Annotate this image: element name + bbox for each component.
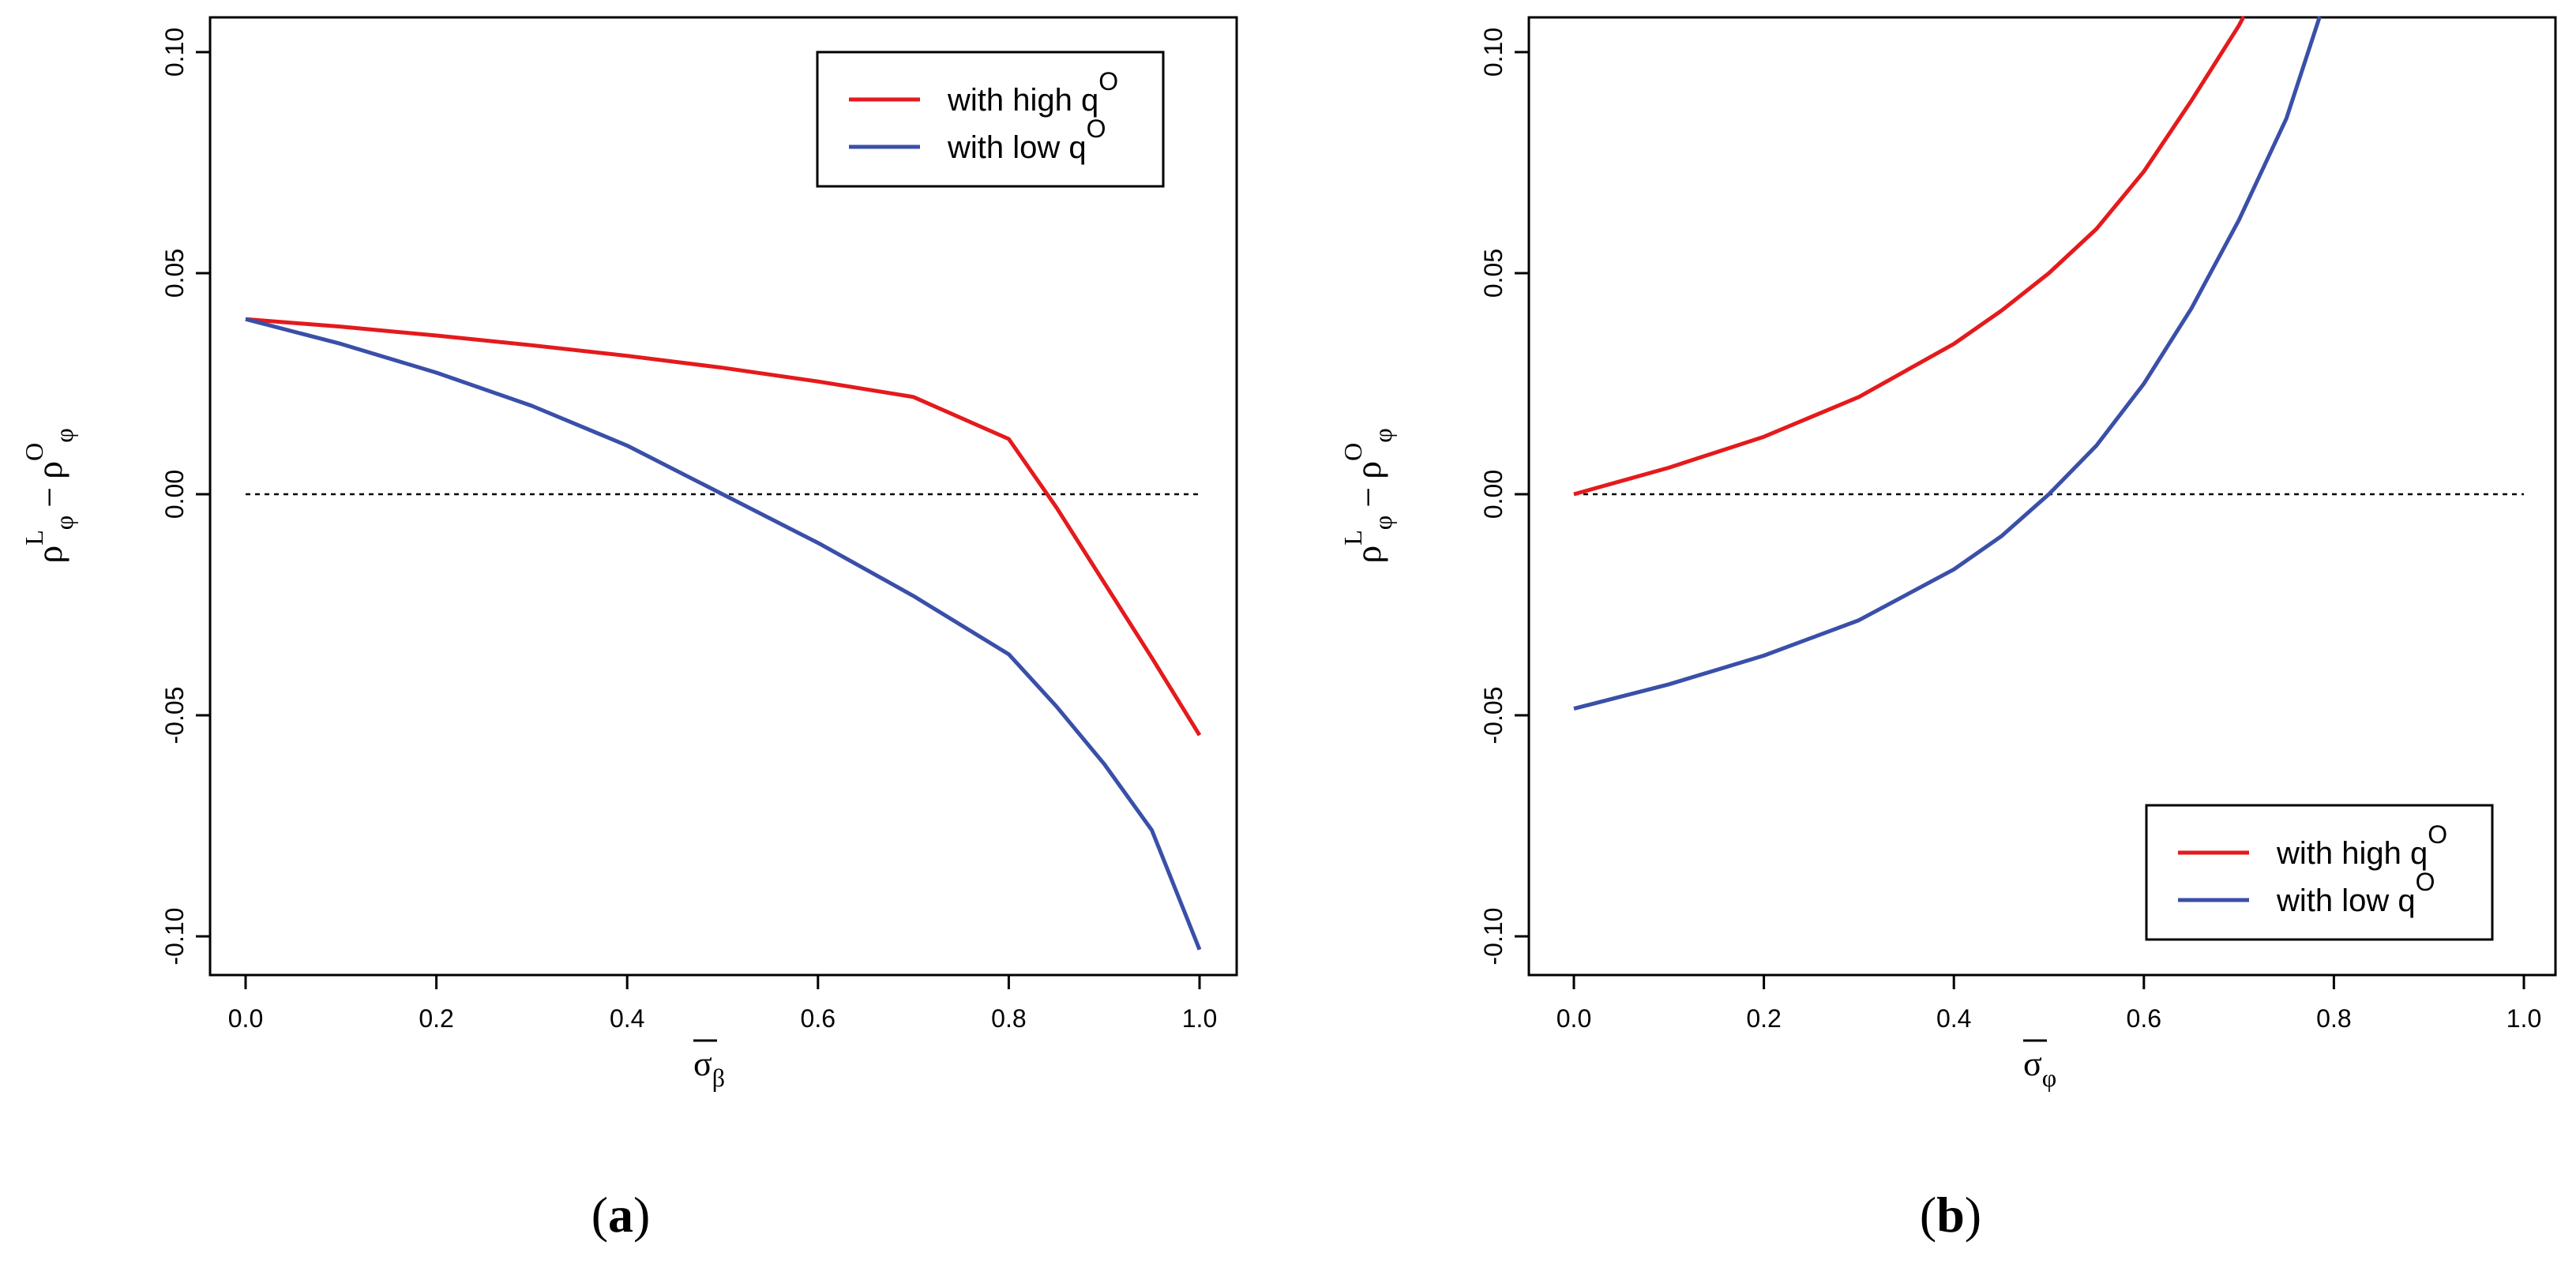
y-axis-b: -0.10 -0.05 0.00 0.05 0.10	[1479, 28, 1530, 966]
legend-a: with high qO with low qO	[816, 51, 1165, 188]
svg-text:ρLφ−ρOφ: ρLφ−ρOφ	[1339, 428, 1397, 563]
legend-label-a-1: with low qO	[947, 114, 1106, 165]
y-tick-label-b: -0.05	[1479, 687, 1508, 745]
series-line-a-1	[245, 317, 1202, 951]
panel-caption-b: (b)	[1920, 1187, 1981, 1243]
svg-text:ρLφ−ρOφ: ρLφ−ρOφ	[20, 428, 78, 563]
y-tick-label-b: -0.10	[1479, 908, 1508, 966]
y-axis-title-a: ρLφ−ρOφ	[20, 428, 78, 563]
x-axis-title-a: σβ	[693, 1039, 725, 1092]
x-tick-label-a: 0.8	[991, 1004, 1026, 1033]
series-group-b	[1573, 16, 2322, 711]
x-tick-label-b: 0.6	[2127, 1004, 2161, 1033]
series-line-b-1	[1573, 16, 2322, 711]
x-tick-label-a: 0.0	[228, 1004, 263, 1033]
svg-text:σφ: σφ	[2023, 1045, 2056, 1092]
x-axis-title-b: σφ	[2023, 1039, 2056, 1092]
legend-label-a-0: with high qO	[947, 67, 1118, 118]
x-tick-label-b: 0.0	[1556, 1004, 1591, 1033]
series-group-a	[245, 317, 1202, 951]
x-axis-b: 0.0 0.2 0.4 0.6 0.8 1.0	[1556, 973, 2541, 1033]
panel-b: 0.0 0.2 0.4 0.6 0.8 1.0 -0.10 -0.05 0.00 0.05 0.1…	[1339, 16, 2557, 1243]
legend-b: with high qO with low qO	[2145, 804, 2494, 941]
panel-a: 0.0 0.2 0.4 0.6 0.8 1.0 -0.10 -0.05 0.00 0.05 0.1…	[20, 16, 1238, 1243]
x-tick-label-b: 0.2	[1746, 1004, 1781, 1033]
y-tick-label-a: 0.05	[160, 249, 189, 298]
y-tick-label-b: 0.05	[1479, 249, 1508, 298]
x-tick-label-b: 0.8	[2316, 1004, 2351, 1033]
y-axis-title-b: ρLφ−ρOφ	[1339, 428, 1397, 563]
legend-label-b-0: with high qO	[2276, 820, 2447, 871]
y-tick-label-a: 0.00	[160, 470, 189, 519]
x-tick-label-a: 0.2	[419, 1004, 453, 1033]
x-tick-label-a: 0.4	[610, 1004, 644, 1033]
x-tick-label-a: 1.0	[1182, 1004, 1217, 1033]
legend-box-b	[2145, 804, 2494, 941]
y-axis-a: -0.10 -0.05 0.00 0.05 0.10	[160, 28, 212, 966]
x-tick-label-b: 0.4	[1936, 1004, 1971, 1033]
legend-box-a	[816, 51, 1165, 188]
y-tick-label-b: 0.00	[1479, 470, 1508, 519]
x-axis-a: 0.0 0.2 0.4 0.6 0.8 1.0	[228, 973, 1217, 1033]
y-tick-label-a: 0.10	[160, 28, 189, 77]
series-line-b-0	[1573, 16, 2246, 497]
panel-caption-a: (a)	[591, 1187, 651, 1243]
y-tick-label-a: -0.05	[160, 687, 189, 745]
x-tick-label-b: 1.0	[2507, 1004, 2541, 1033]
y-tick-label-b: 0.10	[1479, 28, 1508, 77]
series-line-a-0	[245, 317, 1202, 737]
x-tick-label-a: 0.6	[801, 1004, 836, 1033]
legend-label-b-1: with low qO	[2276, 868, 2435, 918]
y-tick-label-a: -0.10	[160, 908, 189, 966]
svg-text:σβ: σβ	[693, 1045, 725, 1092]
